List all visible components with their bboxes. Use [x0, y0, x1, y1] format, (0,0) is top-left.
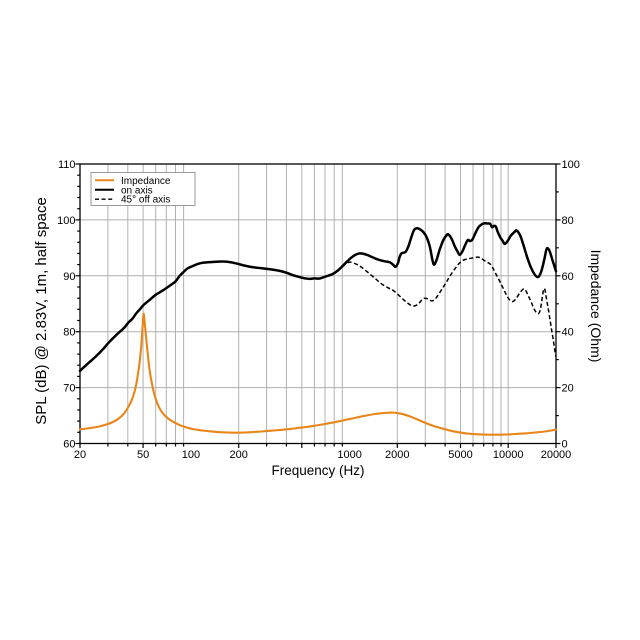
svg-text:SPL (dB) @ 2.83V, 1m, half spa: SPL (dB) @ 2.83V, 1m, half space	[33, 197, 50, 425]
svg-text:Impedance: Impedance	[121, 176, 171, 187]
svg-text:200: 200	[230, 449, 248, 461]
svg-text:5000: 5000	[448, 449, 472, 461]
svg-text:on axis: on axis	[121, 185, 153, 196]
svg-text:60: 60	[63, 439, 75, 451]
svg-text:0: 0	[562, 439, 568, 451]
svg-text:1000: 1000	[337, 449, 361, 461]
svg-text:50: 50	[137, 449, 149, 461]
svg-text:100: 100	[182, 449, 200, 461]
svg-text:80: 80	[63, 327, 75, 339]
svg-text:100: 100	[57, 215, 75, 227]
svg-text:60: 60	[562, 271, 574, 283]
svg-text:Frequency (Hz): Frequency (Hz)	[271, 463, 364, 478]
svg-text:20000: 20000	[541, 449, 572, 461]
svg-text:10000: 10000	[493, 449, 524, 461]
svg-text:Impedance (Ohm): Impedance (Ohm)	[588, 250, 604, 363]
svg-text:2000: 2000	[385, 449, 409, 461]
svg-text:100: 100	[562, 159, 580, 171]
svg-text:20: 20	[562, 383, 574, 395]
svg-text:80: 80	[562, 215, 574, 227]
svg-text:90: 90	[63, 271, 75, 283]
svg-text:110: 110	[58, 159, 76, 171]
svg-text:20: 20	[74, 449, 86, 461]
svg-text:40: 40	[562, 327, 574, 339]
svg-text:70: 70	[63, 383, 75, 395]
svg-text:45° off axis: 45° off axis	[121, 195, 170, 206]
